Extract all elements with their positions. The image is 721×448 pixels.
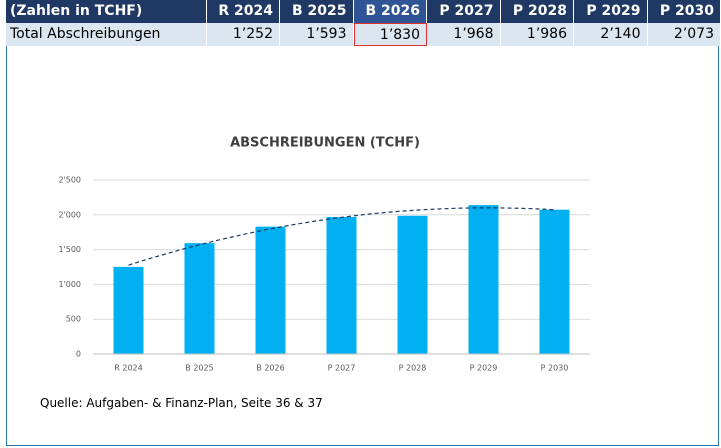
bar	[184, 243, 215, 354]
x-tick-label: B 2026	[256, 364, 284, 373]
bar	[255, 226, 286, 354]
cell: 1’986	[500, 23, 574, 46]
cell: 2’073	[647, 23, 721, 46]
header-cell: P 2030	[647, 0, 721, 23]
bar	[326, 217, 357, 354]
x-tick-label: R 2024	[114, 364, 142, 373]
x-tick-label: P 2030	[541, 364, 569, 373]
cell: 1’593	[280, 23, 354, 46]
header-cell: P 2028	[500, 0, 574, 23]
cell: 1’968	[427, 23, 501, 46]
header-cell: B 2026	[353, 0, 427, 23]
y-tick-label: 500	[66, 315, 81, 324]
table: (Zahlen in TCHF) R 2024 B 2025 B 2026 P 2027…	[6, 0, 721, 46]
frame	[6, 46, 719, 446]
y-tick-label: 1'000	[58, 280, 81, 289]
cell: 1’830	[353, 23, 427, 46]
header-row: (Zahlen in TCHF) R 2024 B 2025 B 2026 P 2027…	[6, 0, 721, 23]
bar	[113, 266, 144, 354]
data-row: Total Abschreibungen 1’252 1’593 1’830 1’968…	[6, 23, 721, 46]
x-tick-label: P 2028	[399, 364, 427, 373]
bar	[468, 205, 499, 354]
y-tick-label: 0	[76, 350, 81, 359]
cell: 1’252	[206, 23, 280, 46]
source: Quelle: Aufgaben- & Finanz-Plan, Seite 3…	[40, 396, 323, 410]
y-tick-label: 2'000	[58, 210, 81, 219]
bar	[397, 215, 428, 354]
bar	[539, 209, 570, 354]
x-tick-label: P 2029	[470, 364, 498, 373]
trendline	[128, 207, 555, 266]
header-cell: (Zahlen in TCHF)	[6, 0, 207, 23]
header-cell: R 2024	[206, 0, 280, 23]
header-cell: P 2029	[574, 0, 648, 23]
x-tick-label: B 2025	[185, 364, 213, 373]
chart-title: ABSCHREIBUNGEN (TCHF)	[230, 136, 420, 151]
cell: 2’140	[574, 23, 648, 46]
y-tick-label: 2'500	[58, 176, 81, 185]
header-cell: B 2025	[280, 0, 354, 23]
y-tick-label: 1'500	[58, 245, 81, 254]
cell: Total Abschreibungen	[6, 23, 207, 46]
x-tick-label: P 2027	[328, 364, 356, 373]
header-cell: P 2027	[427, 0, 501, 23]
